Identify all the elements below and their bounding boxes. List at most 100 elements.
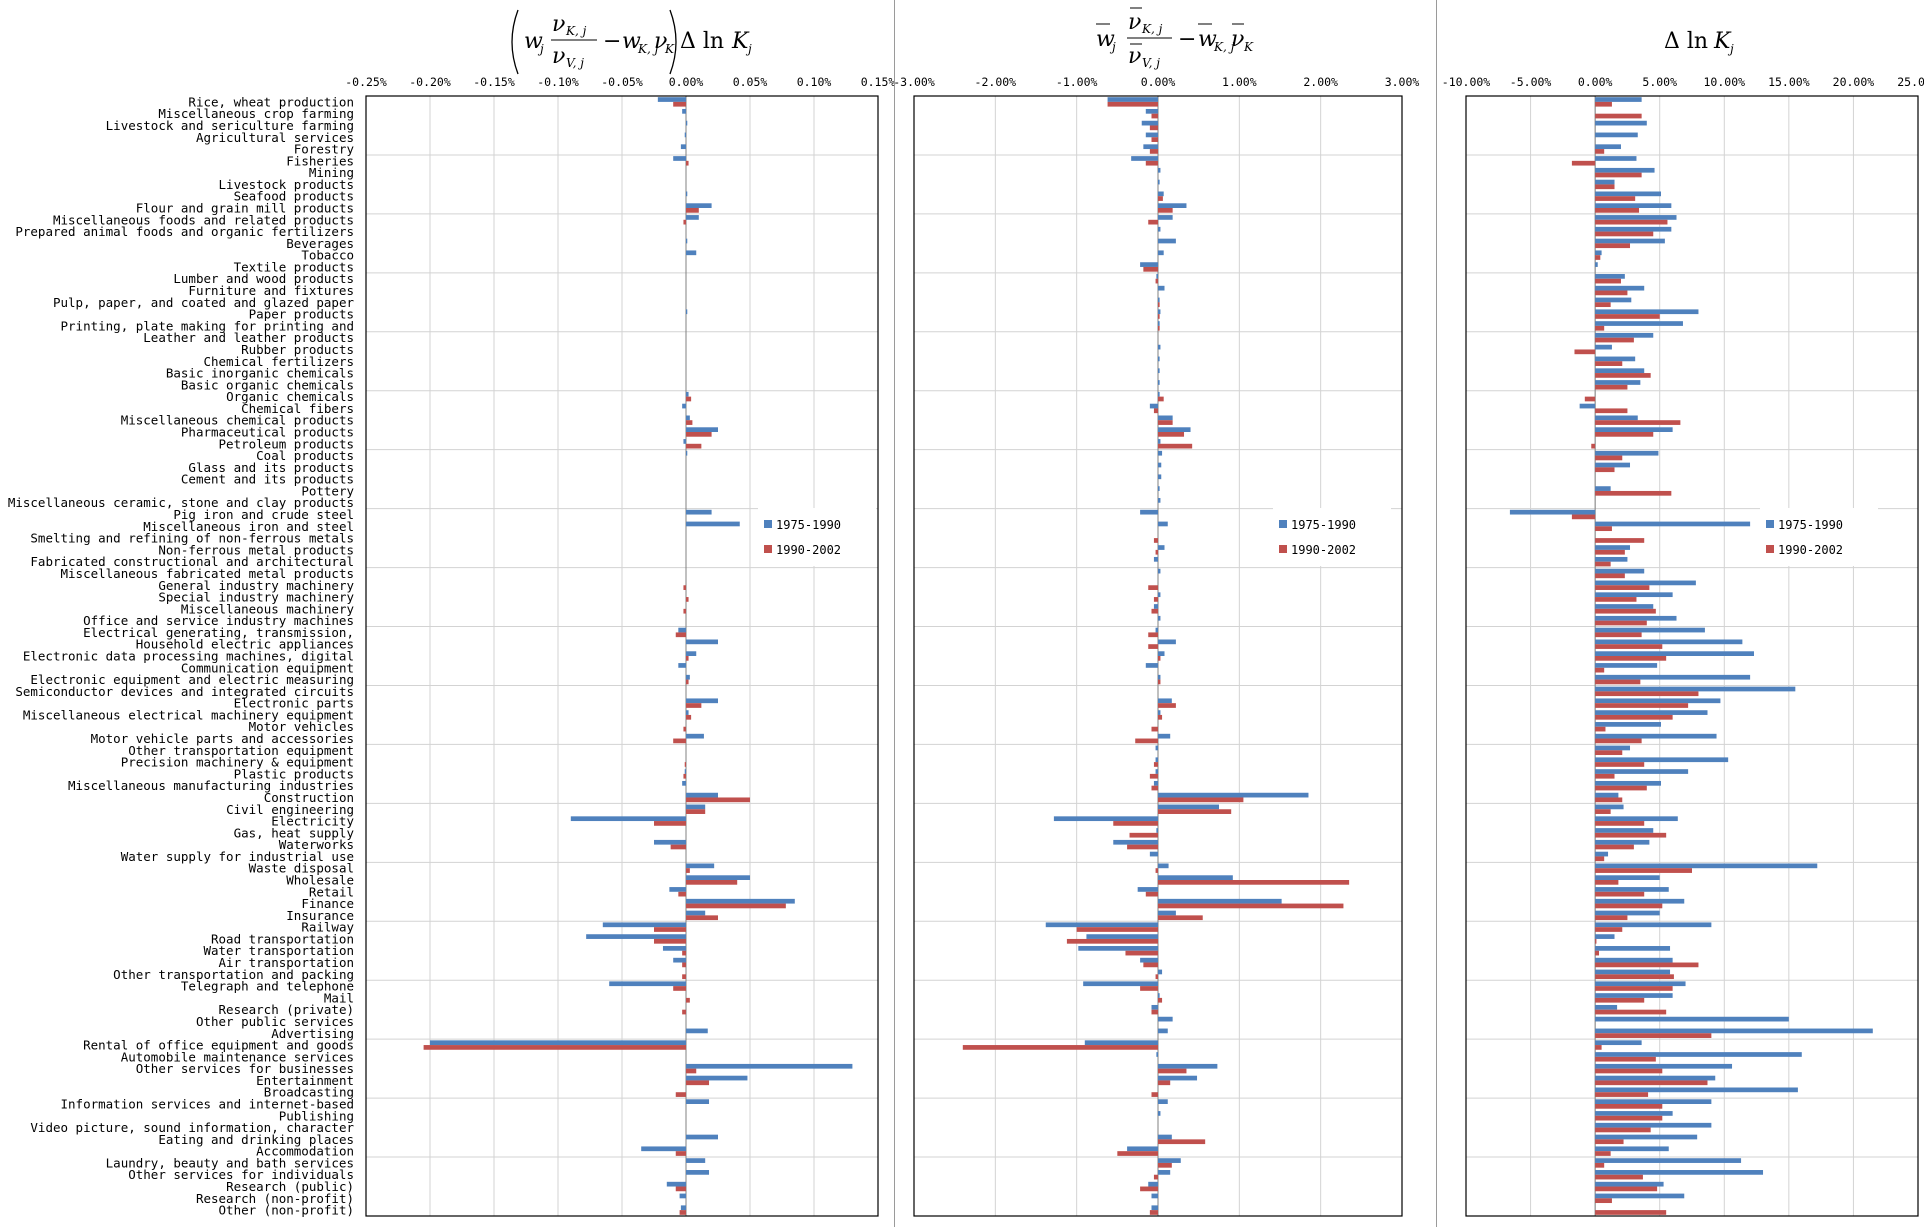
x-tick-label: 10.00% — [1704, 75, 1746, 89]
category-label: Non-ferrous metal products — [158, 542, 354, 557]
bar-1975-1990 — [1595, 415, 1638, 421]
bar-1990-2002 — [683, 726, 686, 732]
legend-swatch — [764, 545, 772, 553]
bar-1990-2002 — [1595, 420, 1681, 425]
category-label: Miscellaneous foods and related products — [53, 212, 354, 227]
bar-1990-2002 — [686, 443, 702, 449]
bar-1975-1990 — [1158, 698, 1172, 704]
bar-1975-1990 — [686, 651, 697, 656]
bar-1975-1990 — [1158, 226, 1161, 232]
bar-1975-1990 — [686, 674, 690, 680]
bar-1975-1990 — [1158, 238, 1176, 244]
bar-1975-1990 — [1595, 450, 1659, 456]
bar-1990-2002 — [1158, 420, 1173, 425]
bar-1990-2002 — [1158, 880, 1350, 885]
bar-1975-1990 — [1595, 545, 1631, 550]
category-label: Water transportation — [203, 943, 354, 958]
bar-1990-2002 — [686, 160, 689, 166]
svg-text:K: K — [1713, 29, 1732, 54]
bar-1975-1990 — [686, 120, 688, 126]
category-label: Fabricated constructional and architectu… — [30, 554, 354, 569]
bar-1990-2002 — [1595, 1115, 1663, 1121]
bar-1990-2002 — [686, 597, 689, 602]
bar-1990-2002 — [1595, 679, 1641, 685]
category-label: Pig iron and crude steel — [173, 507, 354, 522]
bar-1975-1990 — [1595, 639, 1743, 645]
legend-label: 1990-2002 — [1291, 543, 1356, 557]
x-tick-label: 2.00% — [1303, 75, 1338, 89]
bar-1990-2002 — [682, 962, 686, 968]
bar-1975-1990 — [1595, 144, 1621, 150]
bar-1975-1990 — [1158, 285, 1165, 291]
bar-1990-2002 — [1595, 1162, 1605, 1168]
bar-1990-2002 — [1595, 1068, 1663, 1074]
category-label: Basic organic chemicals — [181, 377, 354, 392]
bar-1990-2002 — [1151, 1092, 1158, 1097]
bar-1975-1990 — [686, 450, 688, 456]
bar-1990-2002 — [1595, 1139, 1624, 1145]
category-label: Waste disposal — [249, 861, 354, 876]
category-label: Forestry — [294, 142, 355, 157]
bar-1975-1990 — [1158, 1028, 1168, 1034]
legend-swatch — [1766, 545, 1774, 553]
bar-1975-1990 — [1158, 474, 1162, 480]
bar-1990-2002 — [1595, 1056, 1656, 1062]
x-tick-label: -1.00% — [1056, 75, 1098, 89]
bar-1975-1990 — [1153, 780, 1158, 786]
bar-1990-2002 — [1595, 467, 1615, 473]
bar-1975-1990 — [1595, 898, 1685, 904]
category-label: Tobacco — [301, 248, 354, 263]
bar-1990-2002 — [1595, 714, 1673, 720]
category-label: Miscellaneous machinery — [181, 601, 355, 616]
bar-1975-1990 — [1158, 651, 1165, 656]
bar-1975-1990 — [682, 780, 686, 786]
bar-1990-2002 — [1158, 903, 1344, 909]
bar-1990-2002 — [962, 1045, 1158, 1050]
category-label: Other transportation and packing — [113, 967, 354, 982]
bar-1975-1990 — [1595, 733, 1717, 739]
bar-1990-2002 — [1127, 844, 1158, 850]
bar-1990-2002 — [1595, 432, 1654, 437]
bar-1990-2002 — [1595, 337, 1634, 343]
bar-1990-2002 — [1117, 1151, 1158, 1156]
bar-1990-2002 — [1595, 1080, 1708, 1086]
bar-1990-2002 — [1158, 196, 1163, 201]
bar-1975-1990 — [1595, 1075, 1716, 1081]
bar-1975-1990 — [1158, 792, 1309, 798]
bar-1975-1990 — [1158, 415, 1173, 421]
svg-text:ν: ν — [552, 44, 565, 69]
bar-1975-1990 — [1158, 1099, 1168, 1104]
bar-1990-2002 — [1158, 314, 1160, 319]
svg-text:V, j: V, j — [1142, 56, 1160, 70]
bar-1990-2002 — [1158, 809, 1232, 814]
x-tick-label: -0.25% — [345, 75, 387, 89]
bar-1990-2002 — [1595, 585, 1650, 590]
category-label: Information services and internet-based — [61, 1097, 355, 1112]
bar-1975-1990 — [1595, 568, 1645, 574]
category-label: Retail — [309, 884, 354, 899]
bar-1975-1990 — [1045, 922, 1158, 928]
bar-1990-2002 — [1595, 832, 1667, 838]
category-label: Motor vehicle parts and accessories — [91, 731, 354, 746]
bar-1975-1990 — [1595, 1134, 1698, 1140]
category-label: Electronic equipment and electric measur… — [30, 672, 354, 687]
bar-1990-2002 — [1595, 785, 1647, 791]
bar-1975-1990 — [1158, 1170, 1171, 1175]
bar-1990-2002 — [1151, 113, 1158, 119]
bar-1990-2002 — [1595, 538, 1645, 543]
bar-1990-2002 — [1595, 219, 1668, 225]
bar-1990-2002 — [1571, 514, 1596, 520]
category-label: Pottery — [301, 483, 354, 498]
bar-1975-1990 — [1595, 156, 1637, 161]
bar-1990-2002 — [1153, 408, 1158, 414]
x-tick-label: 5.00% — [1642, 75, 1677, 89]
category-label: Miscellaneous iron and steel — [143, 519, 354, 534]
legend-swatch — [1279, 545, 1287, 553]
bar-1990-2002 — [1155, 549, 1158, 555]
bar-1975-1990 — [1158, 486, 1160, 491]
plot-area — [913, 95, 1403, 1217]
category-label: Electricity — [271, 814, 354, 829]
bar-1975-1990 — [1158, 439, 1161, 444]
bar-1975-1990 — [686, 250, 697, 256]
